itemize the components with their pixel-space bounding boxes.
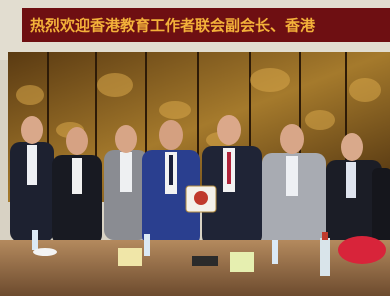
banner-text: 热烈欢迎香港教育工作者联会副会长、香港 (30, 17, 316, 35)
table (0, 240, 390, 296)
photo: 热烈欢迎香港教育工作者联会副会长、香港 (0, 0, 390, 296)
plaque-emblem (194, 191, 208, 205)
page: 热烈欢迎香港教育工作者联会副会长、香港 (0, 0, 390, 296)
